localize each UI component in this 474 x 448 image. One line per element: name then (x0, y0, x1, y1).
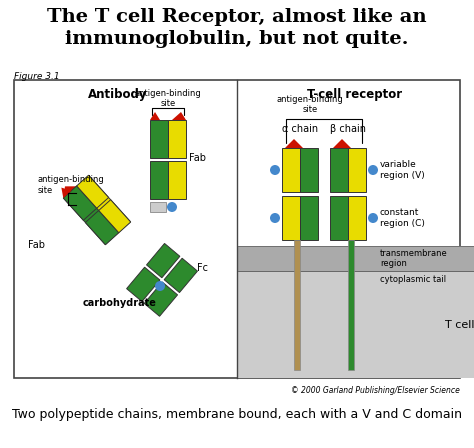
Text: β chain: β chain (330, 124, 366, 134)
Text: Fc: Fc (197, 263, 208, 273)
Text: © 2000 Garland Publishing/Elsevier Science: © 2000 Garland Publishing/Elsevier Scien… (291, 386, 460, 395)
Polygon shape (333, 139, 351, 148)
Bar (330, 148, 348, 192)
Bar (99, 200, 131, 233)
Text: immunoglobulin, but not quite.: immunoglobulin, but not quite. (65, 30, 409, 48)
Bar (282, 148, 300, 192)
Text: α chain: α chain (282, 124, 318, 134)
Bar (127, 267, 160, 302)
Circle shape (368, 165, 378, 175)
Bar (300, 196, 318, 240)
Bar (294, 240, 300, 370)
Circle shape (270, 165, 280, 175)
Circle shape (155, 281, 165, 291)
Text: Two polypeptide chains, membrane bound, each with a V and C domain: Two polypeptide chains, membrane bound, … (12, 408, 462, 421)
Bar (282, 196, 300, 240)
Text: Fab: Fab (189, 153, 206, 163)
Circle shape (167, 202, 177, 212)
Polygon shape (64, 186, 77, 198)
Text: Antibody: Antibody (88, 88, 148, 101)
Bar (348, 148, 366, 192)
Text: cytoplasmic tail: cytoplasmic tail (380, 275, 446, 284)
Bar (150, 202, 166, 212)
Text: The T cell Receptor, almost like an: The T cell Receptor, almost like an (47, 8, 427, 26)
Bar (77, 176, 130, 233)
Bar (330, 196, 348, 240)
Text: antigen-binding
site: antigen-binding site (277, 95, 343, 114)
Bar (300, 148, 318, 192)
Bar (238, 246, 474, 271)
Text: Fab: Fab (28, 240, 45, 250)
Circle shape (270, 213, 280, 223)
Polygon shape (61, 188, 72, 198)
Text: carbohydrate: carbohydrate (83, 298, 157, 308)
Polygon shape (285, 139, 303, 148)
Text: constant
region (C): constant region (C) (380, 208, 425, 228)
Text: antigen-binding
site: antigen-binding site (38, 175, 105, 195)
Bar (348, 196, 366, 240)
Polygon shape (150, 112, 160, 120)
Polygon shape (172, 112, 186, 120)
Bar (77, 175, 109, 208)
Text: transmembrane
region: transmembrane region (380, 249, 448, 268)
Bar (64, 186, 97, 220)
Bar (238, 271, 474, 378)
Bar (85, 211, 119, 245)
Bar (348, 240, 354, 370)
Circle shape (368, 213, 378, 223)
Text: Figure 3.1: Figure 3.1 (14, 72, 60, 81)
Bar (14, 80, 460, 378)
Bar (64, 186, 118, 245)
Bar (168, 120, 186, 158)
Bar (144, 282, 178, 316)
Bar (168, 161, 186, 199)
Text: T cell: T cell (445, 319, 474, 329)
Bar (164, 258, 198, 293)
Bar (150, 161, 168, 199)
Bar (150, 120, 168, 158)
Text: T-cell receptor: T-cell receptor (308, 88, 402, 101)
Text: antigen-binding
site: antigen-binding site (135, 89, 201, 108)
Text: variable
region (V): variable region (V) (380, 160, 425, 180)
Bar (146, 243, 180, 278)
